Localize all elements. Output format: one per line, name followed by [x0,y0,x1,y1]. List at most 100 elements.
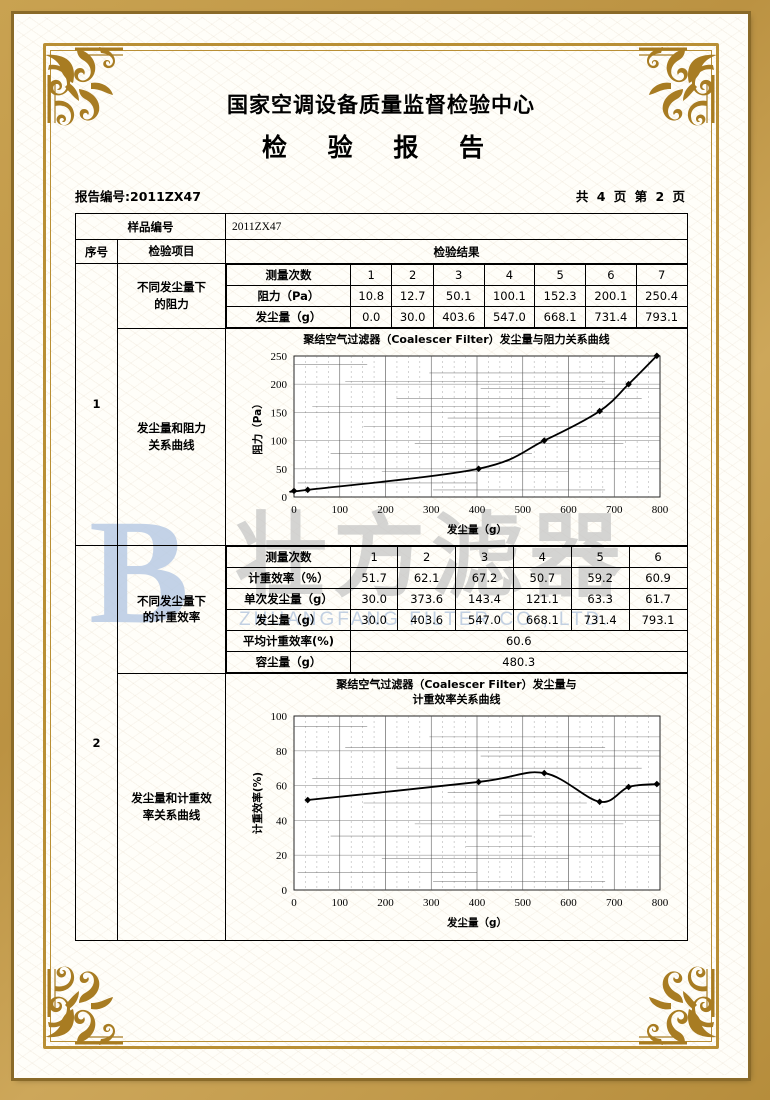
row-item-chart1-line1: 发尘量和阻力 [137,421,206,436]
svg-text:100: 100 [331,897,348,909]
chart-2-wrapper: 聚结空气过滤器（Coalescer Filter）发尘量与 计重效率关系曲线 0… [226,678,687,938]
document-title: 检 验 报 告 [261,133,501,162]
label-measure-no: 测量次数 [226,264,351,286]
measure-no-4: 4 [483,264,536,286]
single-dust-5: 63.3 [570,587,630,610]
measure-no-1: 1 [349,264,393,286]
svg-text:100: 100 [270,435,287,447]
avg-efficiency-value: 60.6 [350,629,688,652]
measure-no-5: 5 [534,264,586,286]
row-item-chart2: 发尘量和计重效 率关系曲线 [117,672,226,941]
subtable-row-dust-2: 发尘量（g） 30.0 403.6 547.0 668.1 731.4 793.… [226,608,688,631]
row-item-chart1: 发尘量和阻力 关系曲线 [117,328,226,546]
svg-text:80: 80 [276,745,288,757]
chart-2-svg: 0 20 40 60 80 100 0 100 200 300 400 500 600 700 800 发尘量… [251,711,669,929]
efficiency-5: 59.2 [570,566,630,589]
svg-text:20: 20 [276,850,288,862]
dust-6: 731.4 [585,306,637,328]
dust-7: 793.1 [635,306,688,328]
svg-text:阻力（Pa）: 阻力（Pa） [251,398,264,455]
dust2-4: 668.1 [512,608,572,631]
sample-no-value: 2011ZX47 [225,213,688,240]
svg-text:50: 50 [276,464,288,476]
col-header-result: 检验结果 [225,239,688,264]
measure2-no-5: 5 [570,545,630,568]
svg-text:400: 400 [468,504,485,516]
measure-no-2: 2 [391,264,434,286]
measure2-no-6: 6 [628,545,688,568]
ornament-corner-top-right [631,39,723,131]
label-dust-2: 发尘量（g） [226,608,351,631]
row-item-resistance-line1: 不同发尘量下 [137,280,206,295]
svg-text:500: 500 [514,897,531,909]
dust-capacity-value: 480.3 [350,650,688,673]
label-resistance: 阻力（Pa） [226,285,351,307]
inspection-report-table: 样品编号 2011ZX47 序号 检验项目 检验结果 1 不同发尘量下 的阻力 [75,213,688,941]
svg-text:200: 200 [270,379,287,391]
subtable-row-measure-no-2: 测量次数 1 2 3 4 5 6 [226,545,688,568]
row-1-data-cell: 测量次数 1 2 3 4 5 6 7 阻力（ [226,264,688,329]
resistance-2: 12.7 [391,285,434,307]
organization-title: 国家空调设备质量监督检验中心 [227,93,535,117]
chart-1-cell: 聚结空气过滤器（Coalescer Filter）发尘量与阻力关系曲线 0 50 1… [225,328,688,546]
svg-text:800: 800 [651,504,668,516]
label-efficiency: 计重效率（％） [226,566,351,589]
svg-text:0: 0 [291,504,297,516]
chart-2-cell: 聚结空气过滤器（Coalescer Filter）发尘量与 计重效率关系曲线 0… [225,672,688,941]
document-page: B 壮方滤器 ZHUANGFANG FILTER CO., LTD. 国家空调设… [17,17,745,1075]
efficiency-3: 67.2 [455,566,514,589]
resistance-5: 152.3 [534,285,586,307]
row-item-chart2-line2: 率关系曲线 [142,807,201,822]
efficiency-2: 62.1 [397,566,457,589]
table-row-sample: 样品编号 2011ZX47 [75,213,688,240]
dust-3: 403.6 [432,306,485,328]
measure2-no-4: 4 [512,545,572,568]
svg-text:100: 100 [331,504,348,516]
dust2-3: 547.0 [455,608,514,631]
chart-1-title: 聚结空气过滤器（Coalescer Filter）发尘量与阻力关系曲线 [303,333,610,346]
row-2-data-cell: 测量次数 1 2 3 4 5 6 计重效率（％） [226,545,688,673]
resistance-1: 10.8 [349,285,393,307]
svg-text:200: 200 [377,897,394,909]
svg-text:60: 60 [276,780,288,792]
single-dust-6: 61.7 [628,587,688,610]
svg-text:300: 300 [423,504,440,516]
ornament-corner-bottom-left [39,961,131,1053]
report-number: 报告编号:2011ZX47 [75,189,201,204]
ornament-corner-top-left [39,39,131,131]
svg-text:200: 200 [377,504,394,516]
measure2-no-1: 1 [349,545,399,568]
row-item-resistance-line2: 的阻力 [154,297,189,311]
dust2-5: 731.4 [570,608,630,631]
col-header-index: 序号 [75,239,118,264]
svg-text:250: 250 [270,351,287,363]
report-content: 国家空调设备质量监督检验中心 检 验 报 告 报告编号:2011ZX47 共 4… [17,17,745,1075]
dust-1: 0.0 [349,306,393,328]
row-item-chart1-line2: 关系曲线 [148,437,195,452]
svg-text:150: 150 [270,407,287,419]
measure2-no-3: 3 [455,545,514,568]
svg-text:0: 0 [281,885,287,897]
single-dust-2: 373.6 [397,587,457,610]
page-number: 共 4 页 第 2 页 [575,189,687,204]
dust-2: 30.0 [391,306,434,328]
efficiency-6: 60.9 [628,566,688,589]
label-single-dust: 单次发尘量（g） [226,587,351,610]
title-block: 国家空调设备质量监督检验中心 检 验 报 告 [17,17,745,164]
subtable-row-measure-no: 测量次数 1 2 3 4 5 6 7 [226,264,688,286]
resistance-3: 50.1 [432,285,485,307]
resistance-7: 250.4 [635,285,688,307]
measure-no-3: 3 [432,264,485,286]
row-index-2: 2 [75,544,118,941]
svg-text:40: 40 [276,815,288,827]
row-item-efficiency: 不同发尘量下 的计重效率 [117,544,226,674]
svg-text:600: 600 [560,504,577,516]
efficiency-subtable: 测量次数 1 2 3 4 5 6 计重效率（％） [226,545,688,673]
efficiency-1: 51.7 [349,566,399,589]
col-header-item: 检验项目 [117,239,226,264]
subtable-row-avg-efficiency: 平均计重效率(%) 60.6 [226,629,688,652]
single-dust-1: 30.0 [349,587,399,610]
svg-text:100: 100 [270,711,287,723]
svg-text:0: 0 [291,897,297,909]
ornament-corner-bottom-right [631,961,723,1053]
